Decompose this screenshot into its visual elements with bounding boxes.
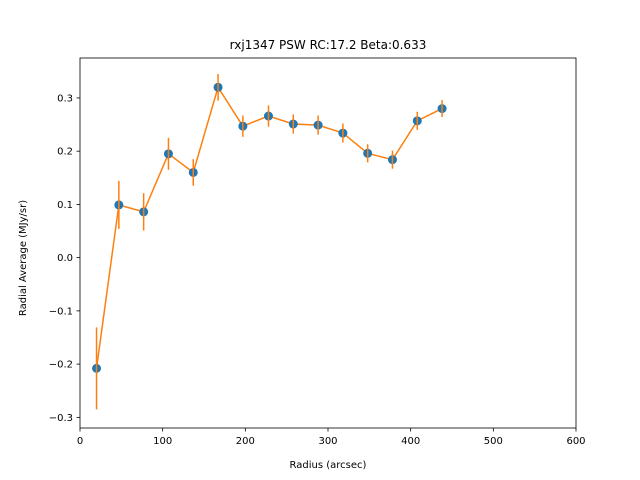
y-tick-label: 0.0 xyxy=(57,253,73,264)
x-tick-label: 300 xyxy=(318,436,337,447)
y-tick-label: 0.3 xyxy=(57,93,73,104)
y-tick-label: −0.3 xyxy=(49,413,73,424)
y-tick-label: −0.1 xyxy=(49,306,73,317)
chart-title: rxj1347 PSW RC:17.2 Beta:0.633 xyxy=(230,38,427,52)
x-axis-label: Radius (arcsec) xyxy=(290,460,367,471)
x-tick-label: 500 xyxy=(484,436,503,447)
y-axis-label: Radial Average (MJy/sr) xyxy=(18,200,29,316)
y-tick-label: 0.1 xyxy=(57,200,73,211)
axes: 0 100 200 300 400 500 600 −0.3 −0.2 −0.1 0.0 0.1 0.2… xyxy=(49,57,586,447)
x-tick-label: 200 xyxy=(236,436,255,447)
y-tick-label: −0.2 xyxy=(49,360,73,371)
plot-area xyxy=(92,73,447,410)
y-tick-label: 0.2 xyxy=(57,147,73,158)
x-tick-label: 0 xyxy=(77,436,83,447)
x-tick-label: 400 xyxy=(401,436,420,447)
x-tick-label: 600 xyxy=(566,436,585,447)
x-tick-label: 100 xyxy=(153,436,172,447)
